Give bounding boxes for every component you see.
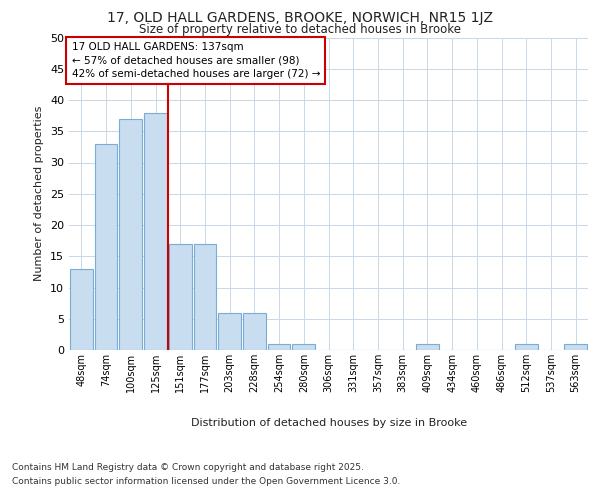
Bar <box>144 112 167 350</box>
Text: Distribution of detached houses by size in Brooke: Distribution of detached houses by size … <box>191 418 467 428</box>
Bar <box>515 344 538 350</box>
Bar <box>218 312 241 350</box>
Bar <box>95 144 118 350</box>
Bar <box>268 344 290 350</box>
Bar <box>194 244 216 350</box>
Bar <box>292 344 315 350</box>
Bar <box>70 269 93 350</box>
Text: 17 OLD HALL GARDENS: 137sqm
← 57% of detached houses are smaller (98)
42% of sem: 17 OLD HALL GARDENS: 137sqm ← 57% of det… <box>71 42 320 78</box>
Text: Contains HM Land Registry data © Crown copyright and database right 2025.: Contains HM Land Registry data © Crown c… <box>12 464 364 472</box>
Bar <box>119 118 142 350</box>
Bar <box>564 344 587 350</box>
Bar <box>243 312 266 350</box>
Text: 17, OLD HALL GARDENS, BROOKE, NORWICH, NR15 1JZ: 17, OLD HALL GARDENS, BROOKE, NORWICH, N… <box>107 11 493 25</box>
Text: Contains public sector information licensed under the Open Government Licence 3.: Contains public sector information licen… <box>12 477 400 486</box>
Bar <box>169 244 191 350</box>
Bar <box>416 344 439 350</box>
Y-axis label: Number of detached properties: Number of detached properties <box>34 106 44 282</box>
Text: Size of property relative to detached houses in Brooke: Size of property relative to detached ho… <box>139 22 461 36</box>
